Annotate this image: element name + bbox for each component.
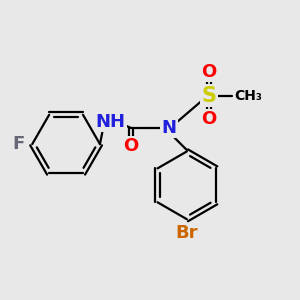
Text: S: S	[201, 85, 216, 106]
Text: N: N	[162, 119, 177, 137]
Text: F: F	[13, 135, 25, 153]
Text: NH: NH	[95, 113, 125, 131]
Text: O: O	[123, 137, 139, 155]
Text: O: O	[201, 110, 217, 128]
Text: Br: Br	[176, 224, 198, 242]
Text: CH₃: CH₃	[234, 88, 262, 103]
Text: O: O	[201, 63, 217, 81]
